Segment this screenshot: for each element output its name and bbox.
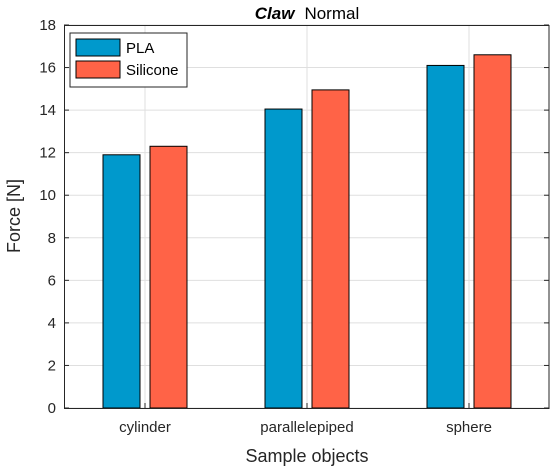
y-tick-label: 2 — [48, 357, 56, 374]
chart-subtitle: Normal — [304, 4, 359, 23]
y-tick-label: 0 — [48, 400, 56, 417]
y-axis-title: Force [N] — [4, 179, 24, 253]
legend-swatch-silicone — [75, 60, 121, 79]
chart-title: Claw Normal — [255, 4, 359, 23]
x-tick-label: cylinder — [119, 419, 171, 436]
y-tick-label: 4 — [48, 315, 56, 332]
bar-silicone-cylinder — [149, 145, 188, 409]
y-tick-label: 16 — [39, 60, 56, 77]
x-axis-ticks: cylinder parallelepiped sphere — [119, 403, 492, 436]
bar-pla-cylinder — [102, 154, 141, 409]
plot-frame — [64, 25, 550, 409]
y-tick-label: 10 — [39, 187, 56, 204]
legend-label-pla: PLA — [126, 40, 154, 57]
bars — [102, 54, 512, 409]
bar-pla-sphere — [426, 64, 465, 409]
legend-label-silicone: Silicone — [126, 62, 179, 79]
y-tick-label: 12 — [39, 145, 56, 162]
y-tick-label: 8 — [48, 230, 56, 247]
legend-swatch-pla — [75, 38, 121, 57]
bar-pla-parallelepiped — [264, 108, 303, 409]
x-axis-title: Sample objects — [245, 446, 368, 466]
x-tick-label: sphere — [446, 419, 492, 436]
bar-silicone-parallelepiped — [311, 89, 350, 409]
chart-title-main: Claw — [255, 4, 296, 23]
bar-silicone-sphere — [473, 54, 512, 409]
x-tick-label: parallelepiped — [260, 419, 353, 436]
legend: PLA Silicone — [69, 32, 188, 88]
y-tick-label: 6 — [48, 272, 56, 289]
y-tick-label: 14 — [39, 102, 56, 119]
y-tick-label: 18 — [39, 17, 56, 34]
y-axis-ticks: 0 2 4 6 8 10 12 14 16 18 — [39, 17, 549, 417]
